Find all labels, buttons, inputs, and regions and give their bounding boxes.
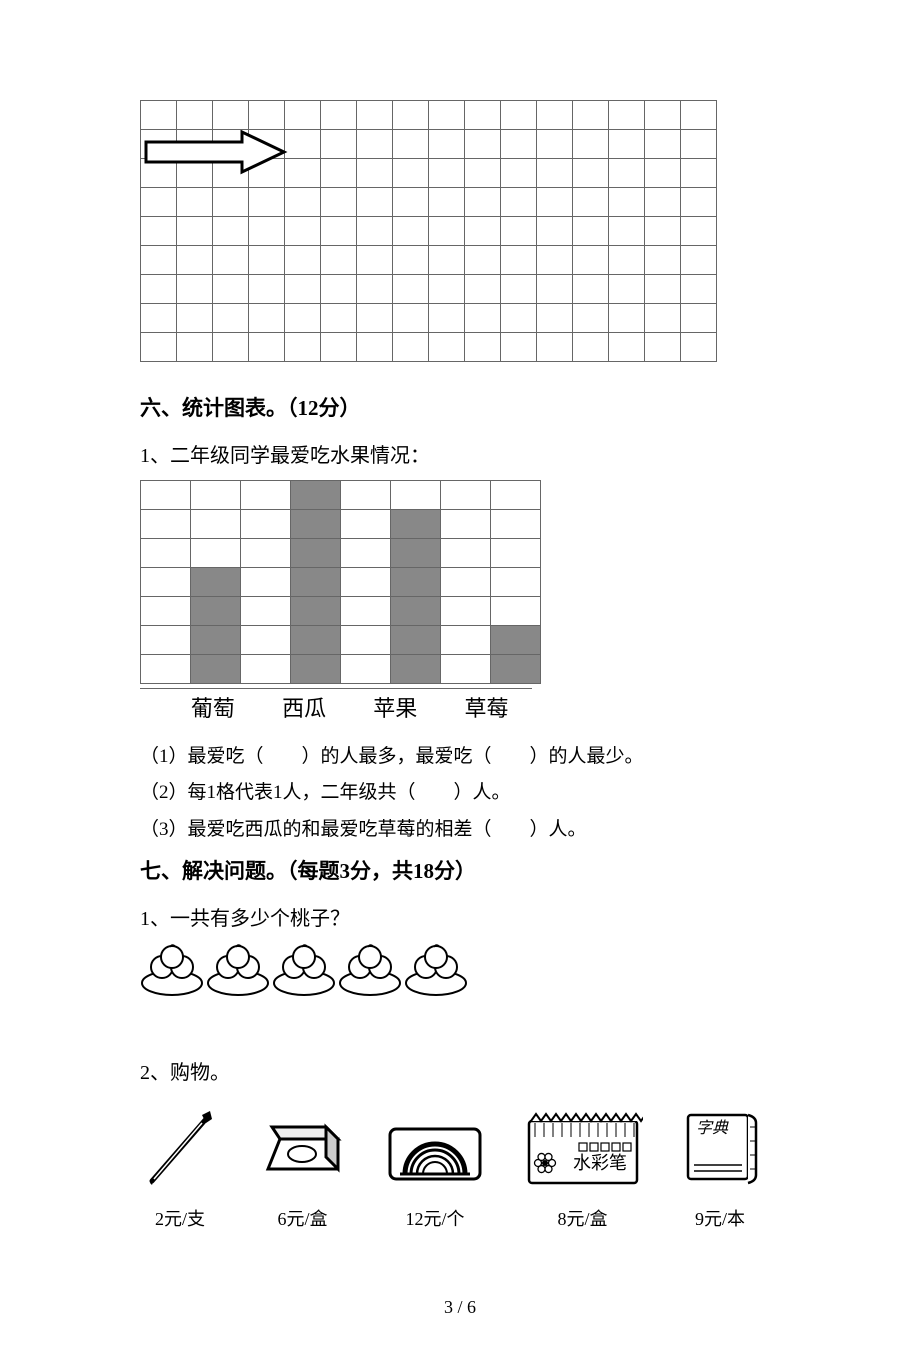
shop-price: 6元/盒 [277,1205,327,1234]
bar-label: 草莓 [441,691,532,726]
fruit-bar-chart [140,480,541,684]
grid-with-arrow [140,100,780,362]
svg-text:字典: 字典 [696,1119,729,1137]
shop-item-dictionary: 字典 9元/本 [680,1109,760,1234]
peach-plates-row [140,943,780,999]
shop-items-row: 2元/支 6元/盒 12元/个 水彩笔 8元/盒 字典 9元/本 [140,1109,760,1234]
shop-item-eraser: 6元/盒 [258,1119,348,1234]
shop-item-watercolor: 水彩笔 8元/盒 [523,1109,643,1234]
section-6-subq-1: （1）最爱吃（ ）的人最多，最爱吃（ ）的人最少。 [140,742,780,772]
watercolor-box-icon: 水彩笔 [523,1109,643,1189]
shop-price: 12元/个 [405,1205,464,1234]
section-7-q1: 1、一共有多少个桃子？ [140,903,780,935]
section-6-q1-intro: 1、二年级同学最爱吃水果情况： [140,440,780,472]
protractor-icon [385,1119,485,1189]
bar-label: 苹果 [350,691,441,726]
pen-icon [140,1109,220,1189]
shop-price: 8元/盒 [557,1205,607,1234]
section-7-q2: 2、购物。 [140,1057,780,1089]
shop-price: 2元/支 [155,1205,205,1234]
bar-label: 西瓜 [259,691,350,726]
shop-price: 9元/本 [695,1205,745,1234]
page-footer: 3 / 6 [140,1293,780,1322]
shop-item-pen: 2元/支 [140,1109,220,1234]
bar-label: 葡萄 [167,691,258,726]
section-7-title: 七、解决问题。（每题3分，共18分） [140,855,780,889]
shop-item-protractor: 12元/个 [385,1119,485,1234]
section-6-subq-3: （3）最爱吃西瓜的和最爱吃草莓的相差（ ）人。 [140,815,780,845]
dictionary-icon: 字典 [680,1109,760,1189]
section-6-subq-2: （2）每1格代表1人，二年级共（ ）人。 [140,778,780,808]
svg-text:水彩笔: 水彩笔 [573,1153,627,1173]
section-6-title: 六、统计图表。（12分） [140,392,780,426]
peach-plates-icon [140,943,470,999]
eraser-icon [258,1119,348,1189]
bar-chart-labels: 葡萄西瓜苹果草莓 [140,688,532,726]
grid-table-1 [140,100,717,362]
